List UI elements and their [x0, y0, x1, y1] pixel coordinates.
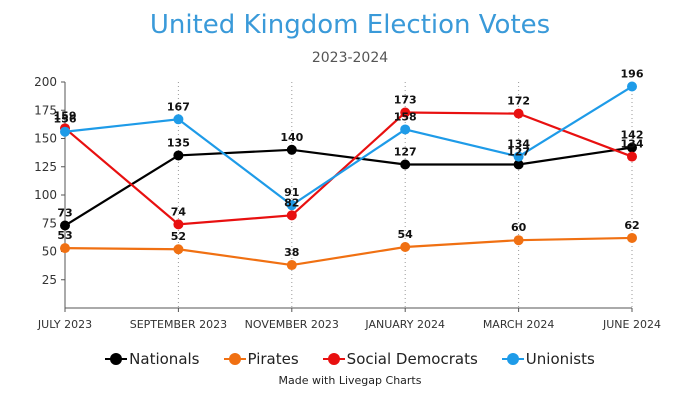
data-label-unionists: 196: [621, 68, 644, 81]
data-label-social-democrats: 82: [284, 196, 299, 209]
data-point-nationals: [627, 142, 637, 153]
data-label-pirates: 62: [624, 219, 639, 232]
data-point-nationals: [60, 220, 70, 231]
data-label-unionists: 158: [394, 110, 417, 123]
legend-item-social-democrats[interactable]: Social Democrats: [322, 350, 478, 368]
data-point-unionists: [286, 200, 297, 211]
y-tick-label: 25: [42, 273, 57, 287]
data-point-social-democrats: [627, 151, 637, 162]
data-label-nationals: 135: [167, 136, 190, 149]
data-point-nationals: [173, 150, 184, 161]
data-label-pirates: 54: [398, 228, 414, 241]
legend-item-nationals[interactable]: Nationals: [105, 350, 200, 368]
data-label-social-democrats: 134: [621, 138, 644, 151]
data-label-pirates: 38: [284, 246, 299, 259]
legend-swatch-social-democrats: [322, 353, 345, 365]
data-point-pirates: [60, 243, 70, 254]
data-point-unionists: [627, 81, 637, 92]
data-point-pirates: [513, 235, 524, 246]
data-label-unionists: 134: [507, 138, 530, 151]
data-point-social-democrats: [400, 107, 411, 118]
data-label-social-democrats: 159: [54, 109, 77, 122]
data-point-unionists: [60, 126, 70, 137]
chart-title: United Kingdom Election Votes: [149, 10, 551, 40]
data-point-pirates: [286, 260, 297, 271]
data-label-social-democrats: 173: [394, 94, 417, 107]
data-point-unionists: [400, 124, 411, 135]
legend-item-pirates[interactable]: Pirates: [223, 350, 299, 368]
data-point-pirates: [400, 241, 411, 252]
series-line-unionists: [64, 85, 633, 207]
y-tick-label: 125: [34, 160, 57, 174]
data-label-unionists: 91: [284, 186, 299, 199]
data-label-social-democrats: 74: [171, 205, 187, 218]
x-tick-label: NOVEMBER 2023: [245, 318, 339, 331]
credit-text: Made with Livegap Charts: [278, 374, 422, 387]
legend-swatch-pirates: [223, 353, 246, 365]
legend-swatch-unionists: [501, 353, 524, 365]
legend-item-unionists[interactable]: Unionists: [501, 350, 595, 368]
data-point-pirates: [627, 232, 637, 243]
legend-label: Unionists: [525, 350, 595, 368]
data-label-pirates: 60: [511, 221, 527, 234]
x-tick-label: JULY 2023: [37, 318, 92, 331]
data-label-nationals: 127: [507, 145, 530, 158]
chart-subtitle: 2023-2024: [311, 50, 389, 66]
chart-legend: Nationals Pirates Social Democrats Unionist…: [0, 350, 700, 368]
x-tick-label: SEPTEMBER 2023: [130, 318, 227, 331]
y-tick-label: 100: [34, 188, 57, 202]
data-point-nationals: [400, 159, 411, 170]
y-tick-label: 175: [34, 103, 57, 117]
data-point-nationals: [513, 159, 524, 170]
legend-swatch-nationals: [105, 353, 128, 365]
y-tick-label: 150: [34, 132, 57, 146]
x-tick-label: MARCH 2024: [483, 318, 555, 331]
legend-label: Pirates: [247, 350, 299, 368]
data-label-social-democrats: 172: [507, 95, 530, 108]
data-label-unionists: 167: [167, 100, 190, 113]
data-point-pirates: [173, 244, 184, 255]
x-tick-label: JUNE 2024: [602, 318, 661, 331]
data-label-nationals: 73: [57, 207, 72, 220]
data-label-nationals: 142: [621, 129, 644, 142]
data-point-unionists: [513, 151, 524, 162]
series-line-social-democrats: [64, 111, 633, 226]
data-label-nationals: 140: [280, 131, 303, 144]
y-tick-label: 50: [42, 245, 57, 259]
data-label-unionists: 156: [54, 113, 77, 126]
data-point-unionists: [173, 114, 184, 125]
data-label-pirates: 53: [57, 229, 72, 242]
y-tick-label: 75: [42, 216, 57, 230]
data-point-social-democrats: [286, 210, 297, 221]
series-line-nationals: [64, 146, 633, 227]
series-line-pirates: [64, 236, 633, 267]
data-point-nationals: [286, 144, 297, 155]
legend-label: Nationals: [129, 350, 200, 368]
legend-label: Social Democrats: [346, 350, 478, 368]
data-label-pirates: 52: [171, 230, 186, 243]
data-point-social-democrats: [513, 108, 524, 119]
y-tick-label: 200: [34, 75, 57, 89]
x-tick-label: JANUARY 2024: [364, 318, 445, 331]
data-label-nationals: 127: [394, 145, 417, 158]
data-point-social-democrats: [173, 219, 184, 230]
